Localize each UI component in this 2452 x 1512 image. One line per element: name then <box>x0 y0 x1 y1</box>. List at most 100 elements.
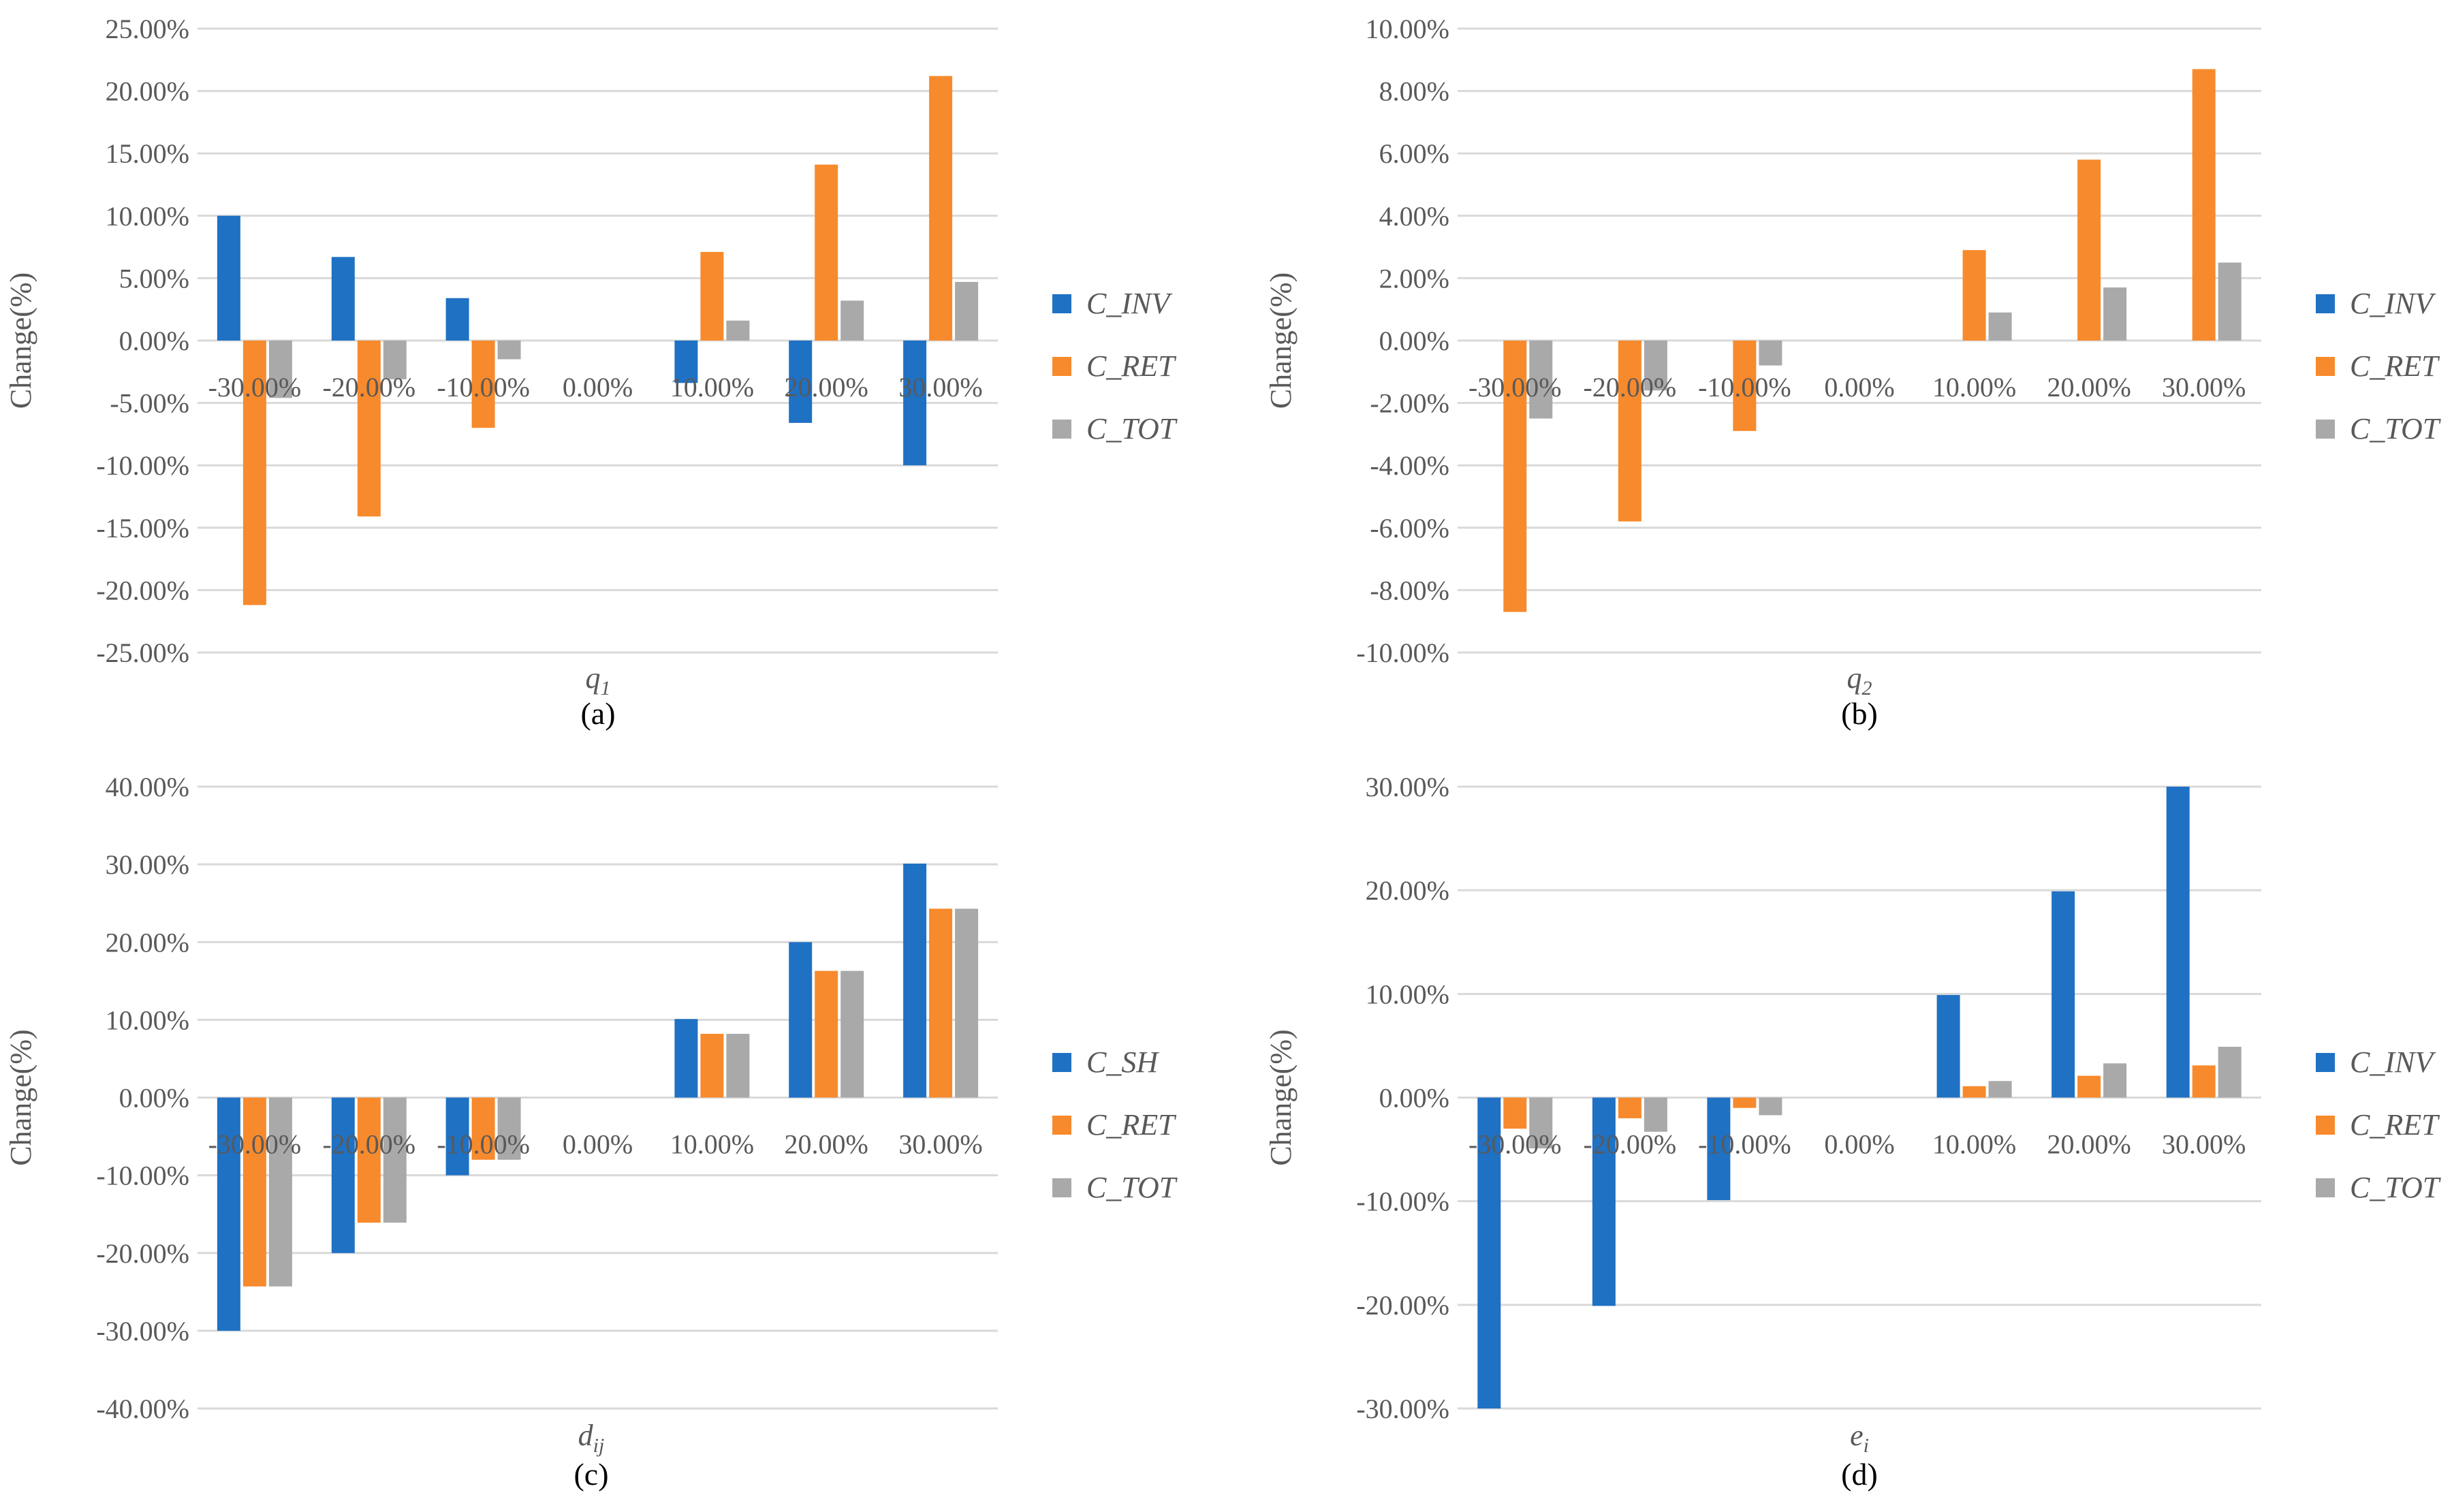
y-tick-label: -6.00% <box>1370 513 1449 544</box>
bar-c-ret-6 <box>2077 159 2101 341</box>
y-tick-label: 8.00% <box>1379 76 1449 107</box>
x-tick-label: 0.00% <box>1824 372 1894 403</box>
legend-swatch <box>2316 1116 2335 1135</box>
y-tick-label: -10.00% <box>96 1161 189 1191</box>
y-tick-label: 15.00% <box>106 138 189 169</box>
y-tick-label: -2.00% <box>1370 388 1449 419</box>
bar-c-inv-6 <box>789 341 813 423</box>
y-tick-label: 10.00% <box>1366 14 1449 44</box>
x-tick-label: -10.00% <box>1698 1129 1791 1160</box>
bar-c-inv-1 <box>1477 1097 1501 1408</box>
x-axis-title-subscript: 2 <box>1862 677 1872 699</box>
y-tick-label: -30.00% <box>1356 1393 1449 1424</box>
bar-c-inv-3 <box>445 298 469 341</box>
legend-label: C_RET <box>1086 1108 1177 1141</box>
bar-c-inv-5 <box>674 341 698 383</box>
y-tick-label: 0.00% <box>1379 326 1449 356</box>
bar-c-sh-2 <box>331 1097 355 1253</box>
bar-c-ret-3 <box>471 341 495 428</box>
x-tick-label: 20.00% <box>2047 1129 2131 1160</box>
y-tick-label: 0.00% <box>119 1083 189 1114</box>
bar-c-inv-5 <box>1936 994 1960 1098</box>
y-tick-label: -10.00% <box>96 450 189 481</box>
legend-label: C_TOT <box>1086 1171 1178 1204</box>
y-tick-label: -8.00% <box>1370 575 1449 605</box>
y-tick-label: 10.00% <box>106 201 189 232</box>
bar-c-ret-3 <box>471 1097 495 1160</box>
bar-c-ret-5 <box>700 251 724 341</box>
legend-swatch <box>1052 1178 1071 1197</box>
x-axis-title-variable: q <box>586 661 601 695</box>
x-tick-label: -30.00% <box>1468 1129 1562 1160</box>
x-tick-label: 10.00% <box>670 1129 754 1160</box>
legend-label: C_TOT <box>2350 412 2442 445</box>
legend-label: C_INV <box>2350 287 2436 320</box>
bar-c-ret-1 <box>1503 341 1527 612</box>
legend-label: C_INV <box>1086 287 1173 320</box>
y-tick-label: 30.00% <box>1366 772 1449 802</box>
legend-label: C_RET <box>1086 349 1177 383</box>
bar-c-tot-3 <box>497 341 521 360</box>
x-tick-label: 10.00% <box>1932 372 2016 403</box>
x-axis-title-subscript: i <box>1864 1434 1869 1457</box>
bar-c-inv-2 <box>331 257 355 341</box>
bar-c-ret-7 <box>929 909 953 1098</box>
bar-c-tot-7 <box>955 909 979 1098</box>
panel-label: (b) <box>1841 696 1878 731</box>
bar-c-tot-3 <box>1759 1097 1782 1116</box>
legend-swatch <box>1052 1053 1071 1072</box>
bar-c-sh-7 <box>903 864 927 1098</box>
x-tick-label: -20.00% <box>322 372 415 403</box>
y-tick-label: 20.00% <box>106 76 189 107</box>
x-tick-label: -20.00% <box>1584 1129 1677 1160</box>
legend-label: C_TOT <box>1086 412 1178 445</box>
x-tick-label: -10.00% <box>1698 372 1791 403</box>
y-tick-label: 6.00% <box>1379 138 1449 169</box>
x-tick-label: 10.00% <box>670 372 754 403</box>
bar-c-inv-2 <box>1592 1097 1616 1306</box>
chart-panel-4: -30.00% -20.00% -10.00% 0.00% 10.00% 20.00% 30… <box>1264 772 2442 1492</box>
bar-c-sh-6 <box>789 942 813 1098</box>
x-axis-title-variable: e <box>1850 1419 1864 1452</box>
bar-c-tot-6 <box>2103 1063 2127 1098</box>
bar-c-tot-2 <box>383 341 407 379</box>
x-tick-label: -10.00% <box>437 1129 530 1160</box>
y-tick-label: 2.00% <box>1379 263 1449 294</box>
x-tick-label: 20.00% <box>785 372 868 403</box>
y-tick-label: 0.00% <box>119 326 189 356</box>
y-tick-label: 40.00% <box>106 772 189 802</box>
x-tick-label: -20.00% <box>322 1129 415 1160</box>
bar-c-ret-2 <box>357 341 381 517</box>
y-axis-title: Change(%) <box>1264 1029 1298 1165</box>
legend-swatch <box>1052 420 1071 439</box>
bar-c-tot-3 <box>497 1097 521 1160</box>
x-tick-label: 0.00% <box>1824 1129 1894 1160</box>
bar-c-inv-7 <box>2166 787 2190 1098</box>
bar-c-ret-7 <box>2192 69 2216 341</box>
bar-c-ret-7 <box>2192 1065 2216 1098</box>
y-tick-label: 30.00% <box>106 849 189 880</box>
legend-swatch <box>1052 1116 1071 1135</box>
panel-label: (c) <box>573 1457 608 1492</box>
bar-c-sh-1 <box>217 1097 240 1331</box>
x-tick-label: -30.00% <box>208 1129 302 1160</box>
bar-c-ret-3 <box>1733 341 1757 431</box>
bar-c-tot-1 <box>1529 1097 1553 1149</box>
bar-c-sh-3 <box>445 1097 469 1176</box>
bar-c-sh-5 <box>674 1019 698 1098</box>
legend-label: C_SH <box>1086 1045 1159 1079</box>
bar-c-tot-5 <box>726 320 750 341</box>
legend-label: C_TOT <box>2350 1171 2442 1204</box>
bar-c-tot-2 <box>1644 1097 1667 1132</box>
bar-c-ret-5 <box>700 1033 724 1098</box>
bar-c-ret-2 <box>357 1097 381 1223</box>
bar-c-ret-5 <box>1962 250 1986 341</box>
y-tick-label: -10.00% <box>1356 637 1449 668</box>
legend-swatch <box>2316 294 2335 313</box>
x-axis-title: dij <box>578 1419 605 1457</box>
x-tick-label: 20.00% <box>2047 372 2131 403</box>
y-tick-label: 10.00% <box>1366 979 1449 1009</box>
bar-c-tot-5 <box>726 1033 750 1098</box>
bar-c-ret-2 <box>1618 1097 1641 1118</box>
